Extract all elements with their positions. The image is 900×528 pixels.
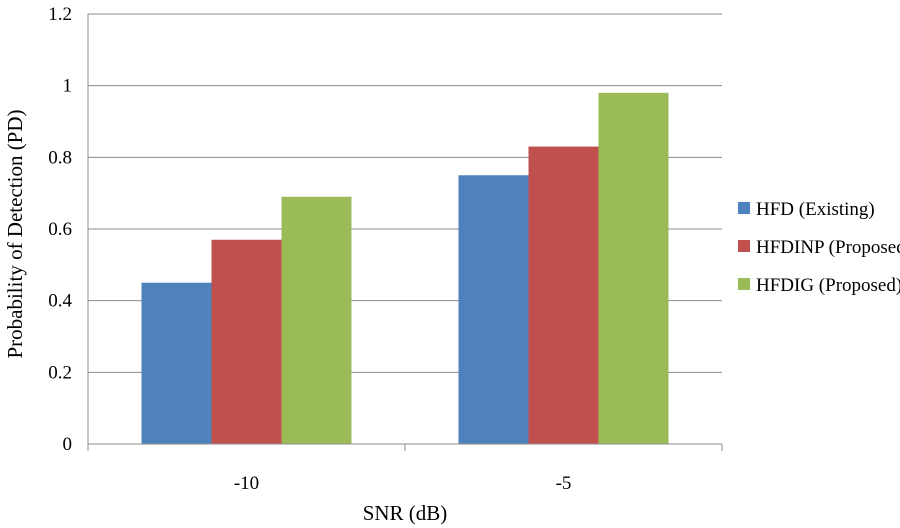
legend-label: HFDIG (Proposed) [756,275,900,296]
x-tick-labels: -10 -5 [234,473,572,494]
bar-hfd-neg10 [141,282,212,444]
legend: HFD (Existing) HFDINP (Proposed) HFDIG (Pr… [738,199,900,296]
bar-hfdinp-neg10 [211,239,282,444]
legend-label: HFDINP (Proposed) [756,237,900,258]
legend-label: HFD (Existing) [756,199,875,220]
bar-hfdig-neg10 [281,196,352,444]
x-tick-label: -5 [556,473,572,494]
bar-hfdig-neg5 [598,92,669,444]
bar-hfd-neg5 [458,175,529,444]
y-tick-labels: 0 0.2 0.4 0.6 0.8 1 1.2 [48,4,72,455]
y-tick-label: 1 [63,76,73,97]
y-tick-label: 1.2 [48,4,72,25]
y-tick-label: 0.4 [48,291,72,312]
x-axis-title: SNR (dB) [363,501,448,525]
y-tick-label: 0.6 [48,219,72,240]
y-tick-label: 0 [63,434,73,455]
legend-swatch [738,278,750,290]
legend-swatch [738,202,750,214]
y-axis-title: Probability of Detection (PD) [3,109,27,358]
y-tick-label: 0.8 [48,147,72,168]
y-tick-label: 0.2 [48,362,72,383]
bar-hfdinp-neg5 [528,146,599,445]
x-tick-label: -10 [234,473,259,494]
axes [87,14,723,451]
legend-swatch [738,240,750,252]
bars [141,92,669,445]
